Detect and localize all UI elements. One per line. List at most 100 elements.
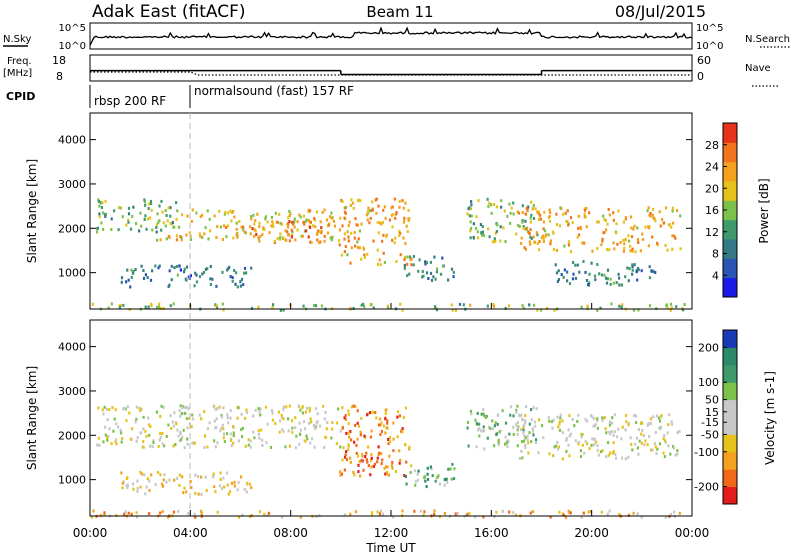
data-cell	[191, 441, 194, 445]
colorbar-swatch	[723, 181, 737, 201]
data-cell	[636, 238, 639, 241]
data-cell	[624, 414, 628, 417]
data-cell	[221, 302, 224, 306]
data-cell	[301, 411, 304, 415]
data-cell	[644, 439, 647, 443]
data-cell	[343, 455, 347, 459]
data-cell	[225, 226, 228, 229]
data-cell	[195, 211, 198, 215]
data-cell	[676, 452, 679, 456]
data-cell	[435, 308, 439, 312]
data-cell	[355, 451, 358, 455]
data-cell	[676, 431, 679, 435]
data-cell	[364, 455, 367, 458]
data-cell	[356, 421, 359, 425]
data-cell	[650, 448, 653, 452]
data-cell	[204, 475, 207, 479]
data-cell	[487, 227, 490, 231]
data-cell	[483, 429, 486, 433]
data-cell	[616, 242, 619, 246]
data-cell	[401, 199, 404, 203]
data-cell	[198, 232, 201, 236]
data-cell	[476, 236, 480, 240]
data-cell	[406, 274, 409, 278]
data-cell	[648, 434, 651, 438]
data-cell	[636, 446, 639, 450]
data-cell	[586, 419, 589, 423]
data-cell	[611, 416, 614, 420]
data-cell	[384, 417, 387, 421]
data-cell	[279, 221, 282, 225]
data-cell	[596, 444, 599, 448]
data-cell	[227, 492, 230, 496]
data-cell	[576, 419, 579, 423]
data-cell	[195, 273, 198, 277]
data-cell	[135, 222, 138, 225]
data-cell	[490, 203, 493, 207]
data-cell	[313, 216, 316, 220]
data-cell	[567, 223, 570, 227]
data-cell	[183, 406, 186, 410]
data-cell	[570, 216, 573, 220]
data-cell	[374, 411, 377, 415]
data-cell	[356, 240, 359, 244]
data-cell	[101, 408, 104, 412]
x-axis-ticks: 00:00 04:00 08:00 12:00 16:00 20:00 00:00	[73, 303, 709, 540]
data-cell	[131, 482, 135, 486]
data-cell	[349, 460, 352, 464]
data-cell	[413, 469, 416, 473]
nsky-line	[89, 26, 693, 46]
data-cell	[536, 242, 539, 246]
data-cell	[522, 428, 525, 432]
data-cell	[258, 221, 261, 225]
data-cell	[544, 233, 548, 237]
data-cell	[199, 234, 202, 238]
data-cell	[302, 420, 306, 424]
data-cell	[494, 231, 497, 235]
data-cell	[399, 458, 402, 462]
data-cell	[404, 201, 407, 205]
data-cell	[117, 228, 120, 232]
data-cell	[186, 426, 189, 430]
data-cell	[337, 407, 340, 411]
data-cell	[538, 418, 541, 422]
data-cell	[294, 446, 297, 450]
data-cell	[278, 212, 281, 216]
data-cell	[182, 491, 185, 495]
colorbar-swatch	[723, 330, 737, 348]
data-cell	[547, 416, 550, 420]
data-cell	[155, 230, 158, 234]
data-cell	[620, 456, 624, 460]
data-cell	[559, 413, 562, 417]
data-cell	[339, 470, 342, 474]
data-cell	[313, 427, 317, 431]
data-cell	[229, 275, 232, 279]
data-cell	[91, 302, 94, 306]
data-cell	[330, 436, 333, 440]
data-cell	[370, 511, 374, 515]
data-cell	[462, 303, 465, 307]
data-cell	[543, 229, 547, 233]
data-cell	[270, 216, 273, 219]
data-cell	[222, 308, 225, 312]
data-cell	[394, 236, 397, 240]
data-cell	[201, 213, 204, 217]
data-cell	[264, 215, 267, 219]
data-cell	[347, 443, 350, 447]
data-cell	[231, 279, 234, 283]
data-cell	[183, 270, 186, 274]
data-cell	[593, 417, 596, 421]
data-cell	[406, 230, 409, 233]
data-cell	[294, 426, 297, 430]
colorbar-swatch	[723, 434, 737, 453]
data-cell	[169, 206, 172, 210]
data-cell	[165, 237, 168, 241]
data-cell	[627, 239, 631, 243]
data-cell	[658, 210, 661, 214]
data-cell	[128, 411, 131, 415]
data-cell	[633, 263, 636, 267]
data-cell	[339, 445, 342, 449]
data-cell	[517, 211, 520, 215]
data-cell	[509, 211, 512, 215]
